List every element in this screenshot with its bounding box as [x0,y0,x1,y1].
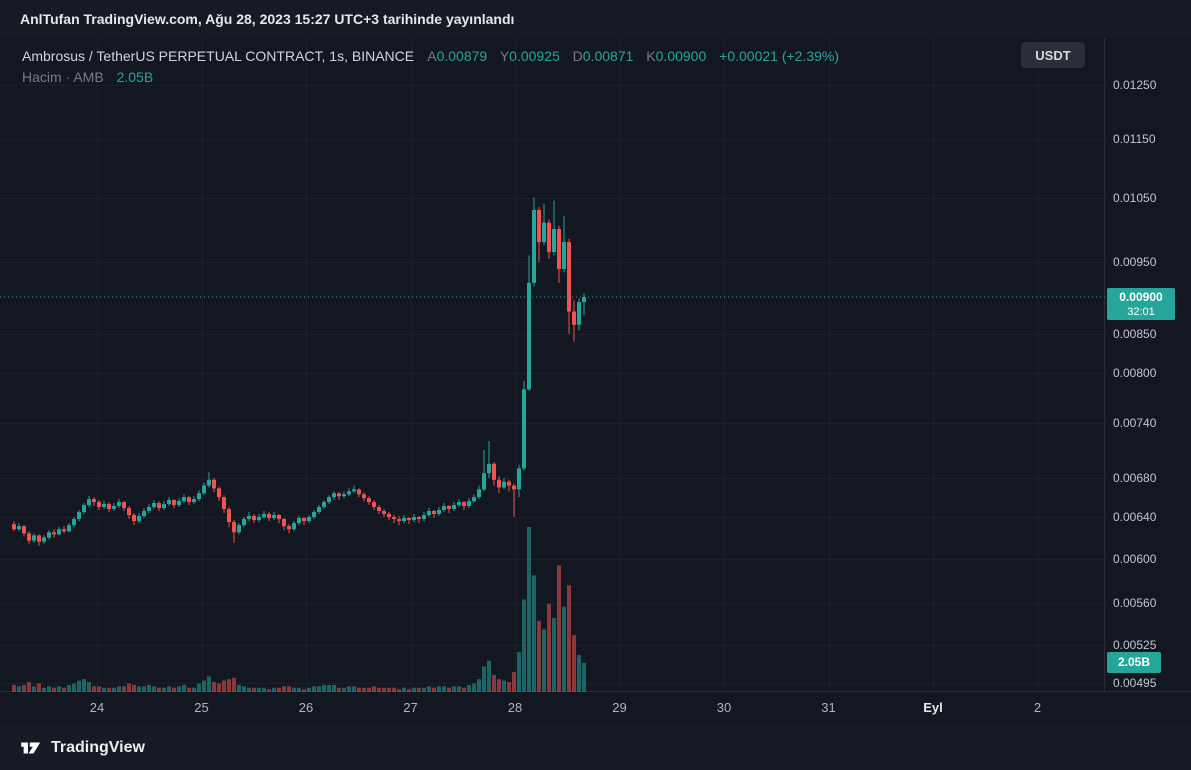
time-tick-label: 27 [403,700,418,715]
chart-plot-area[interactable]: Ambrosus / TetherUS PERPETUAL CONTRACT, … [0,38,1105,692]
publish-title: AnlTufan TradingView.com, Ağu 28, 2023 1… [20,11,515,27]
symbol-title: Ambrosus / TetherUS PERPETUAL CONTRACT, … [22,48,415,64]
price-tick-label: 0.00850 [1113,326,1157,341]
low-value: 0.00871 [582,48,634,64]
legend-volume-row: Hacim · AMB 2.05B [22,67,839,87]
price-change: +0.00021 (+2.39%) [719,48,840,64]
time-tick-label: 26 [298,700,314,715]
time-tick-label: 24 [89,700,105,715]
open-letter: A [427,48,437,64]
price-tick-label: 0.00800 [1113,366,1157,381]
close-value: 0.00900 [655,48,707,64]
low-letter: D [572,48,583,64]
legend-symbol-row: Ambrosus / TetherUS PERPETUAL CONTRACT, … [22,46,839,66]
chart-card: Ambrosus / TetherUS PERPETUAL CONTRACT, … [0,38,1191,726]
price-tick-label: 0.00495 [1113,675,1157,690]
time-tick-label: 30 [716,700,732,715]
current-price-badge: 0.00900 32:01 [1107,288,1175,321]
price-tick-label: 0.01150 [1113,131,1156,146]
time-tick-label: 2 [1033,700,1042,715]
high-letter: Y [499,48,510,64]
tradingview-logo-icon[interactable] [20,738,42,758]
time-axis[interactable]: 24 25 26 27 28 29 30 31 Eyl 2 [0,692,1191,726]
publish-header-bar: AnlTufan TradingView.com, Ağu 28, 2023 1… [0,0,1191,38]
current-price-value: 0.00900 [1119,290,1163,305]
price-tick-label: 0.00680 [1113,470,1157,485]
footer-bar: TradingView [0,726,1191,770]
volume-badge: 2.05B [1107,651,1161,673]
price-tick-label: 0.00560 [1113,596,1157,611]
price-tick-label: 0.00740 [1113,416,1157,431]
price-tick-label: 0.01250 [1113,78,1157,93]
volume-indicator-label: Hacim · AMB [22,69,104,85]
time-tick-label: 28 [507,700,523,715]
volume-indicator-value: 2.05B [116,69,154,85]
chart-legend: Ambrosus / TetherUS PERPETUAL CONTRACT, … [22,46,839,87]
high-value: 0.00925 [509,48,560,64]
time-tick-label: Eyl [923,700,943,715]
open-value: 0.00879 [436,48,488,64]
close-letter: K [646,48,656,64]
currency-toggle-button[interactable]: USDT [1021,42,1085,68]
time-tick-label: 25 [194,700,209,715]
bar-countdown: 32:01 [1127,306,1155,319]
price-tick-label: 0.00950 [1113,255,1157,270]
candlestick-chart[interactable] [0,38,1105,692]
price-tick-label: 0.00525 [1113,637,1157,652]
price-tick-label: 0.01050 [1113,190,1157,205]
price-tick-label: 0.00640 [1113,510,1157,525]
time-tick-label: 29 [612,700,627,715]
price-axis[interactable]: 0.00900 32:01 2.05B 0.01250 0.01150 0.0105… [1105,38,1191,692]
price-tick-label: 0.00600 [1113,551,1157,566]
tradingview-brand-text[interactable]: TradingView [51,739,145,756]
time-tick-label: 31 [821,700,836,715]
